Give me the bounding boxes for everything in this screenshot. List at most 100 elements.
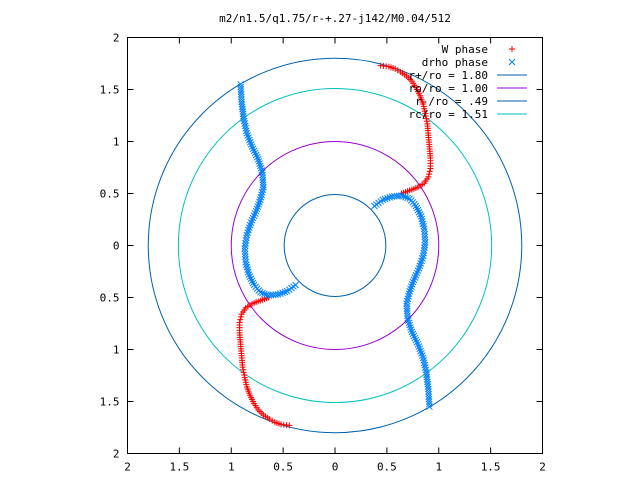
- drho-phase-point: [256, 162, 264, 170]
- x-tick-label: 1.5: [481, 461, 501, 474]
- x-tick-label: 0.5: [273, 461, 293, 474]
- legend-label: r+/ro = 1.80: [409, 69, 488, 82]
- w-phase-point: [423, 115, 430, 122]
- drho-phase-point: [256, 198, 263, 206]
- y-tick-label: 1.5: [100, 84, 120, 97]
- drho-phase-point: [421, 230, 428, 238]
- drho-phase-point: [405, 292, 412, 300]
- drho-phase-point: [244, 268, 252, 276]
- drho-phase-point: [405, 290, 413, 298]
- y-tick-label: 2: [113, 32, 120, 45]
- chart-title: m2/n1.5/q1.75/r-+.27-j142/M0.04/512: [219, 12, 451, 25]
- drho-phase-point: [406, 287, 414, 295]
- drho-phase-point: [407, 285, 414, 293]
- drho-phase-point: [242, 258, 250, 266]
- drho-phase-point: [248, 277, 256, 285]
- drho-phase-point: [418, 352, 426, 359]
- drho-phase-point: [258, 167, 266, 174]
- drho-phase-point: [421, 241, 429, 249]
- drho-phase-point: [237, 91, 245, 98]
- drho-phase-point: [259, 169, 266, 177]
- legend-label: ro/ro = 1.00: [409, 82, 488, 95]
- drho-phase-point: [245, 271, 253, 278]
- drho-phase-point: [244, 132, 252, 139]
- drho-phase-point: [419, 220, 427, 228]
- w-phase-point: [240, 366, 247, 373]
- drho-phase-point: [404, 317, 412, 324]
- drho-phase-point: [425, 385, 432, 393]
- drho-phase-point: [412, 202, 420, 210]
- drho-phase-point: [412, 336, 420, 344]
- drho-phase-point: [408, 283, 415, 291]
- drho-phase-point: [425, 393, 433, 400]
- w-phase-point: [422, 110, 429, 117]
- drho-phase-point: [420, 223, 427, 230]
- drho-phase-point: [241, 242, 249, 250]
- drho-phase-point: [398, 192, 405, 199]
- drho-phase-point: [421, 233, 429, 241]
- drho-phase-point: [379, 196, 387, 204]
- drho-phase-point: [408, 281, 416, 288]
- drho-phase-point: [265, 292, 272, 299]
- drho-phase-point: [409, 278, 417, 286]
- drho-phase-point: [508, 58, 516, 66]
- drho-phase-point: [246, 273, 254, 281]
- drho-phase-point: [416, 210, 424, 218]
- drho-phase-point: [251, 149, 259, 157]
- y-tick-label: 1.5: [100, 396, 120, 409]
- legend-label: drho phase: [422, 56, 488, 69]
- drho-phase-point: [237, 80, 244, 88]
- drho-phase-point: [417, 213, 425, 220]
- w-phase-point: [427, 165, 434, 172]
- x-tick-label: 0: [332, 461, 339, 474]
- drho-phase-point: [421, 228, 428, 235]
- x-tick-label: 2: [124, 461, 131, 474]
- drho-phase-point: [417, 347, 424, 355]
- drho-phase-point: [247, 141, 255, 148]
- drho-phase-point: [381, 195, 389, 203]
- drho-phase-point: [411, 334, 419, 342]
- drho-phase-point: [243, 261, 250, 268]
- x-tick-label: 0.5: [377, 461, 397, 474]
- drho-phase-point: [405, 319, 413, 327]
- drho-phase-point: [418, 215, 426, 223]
- drho-phase-point: [410, 332, 418, 340]
- y-tick-label: 1: [113, 344, 120, 357]
- drho-phase-point: [279, 289, 286, 297]
- drho-phase-point: [258, 188, 266, 196]
- drho-phase-point: [246, 138, 254, 146]
- drho-phase-point: [426, 403, 433, 411]
- drho-phase-point: [238, 96, 245, 103]
- drho-phase-point: [410, 276, 418, 284]
- drho-phase-point: [419, 218, 426, 225]
- legend-label: W phase: [442, 43, 488, 56]
- drho-phase-point: [421, 239, 429, 246]
- w-phase-point: [240, 369, 247, 376]
- drho-phase-point: [420, 249, 427, 257]
- drho-phase-point: [418, 349, 425, 357]
- data-series: [236, 46, 516, 429]
- drho-phase-point: [237, 93, 245, 101]
- circle-ro-ro-1-00: [230, 141, 440, 350]
- drho-phase-point: [247, 275, 255, 283]
- drho-phase-point: [425, 390, 433, 398]
- drho-phase-point: [406, 321, 414, 329]
- drho-phase-point: [259, 289, 266, 297]
- y-tick-label: 0: [113, 240, 120, 253]
- drho-phase-point: [242, 239, 249, 247]
- drho-phase-point: [421, 236, 429, 244]
- drho-phase-point: [425, 388, 432, 395]
- w-phase-point: [237, 316, 244, 323]
- drho-phase-point: [246, 136, 253, 144]
- drho-phase-point: [248, 143, 256, 151]
- x-tick-label: 2: [539, 461, 546, 474]
- x-tick-label: 1: [435, 461, 442, 474]
- drho-phase-point: [242, 237, 250, 244]
- drho-phase-point: [261, 290, 268, 298]
- drho-phase-point: [237, 88, 245, 96]
- w-phase-point: [426, 171, 433, 178]
- drho-phase-point: [416, 345, 424, 353]
- drho-phase-point: [414, 340, 422, 348]
- drho-phase-point: [241, 250, 249, 258]
